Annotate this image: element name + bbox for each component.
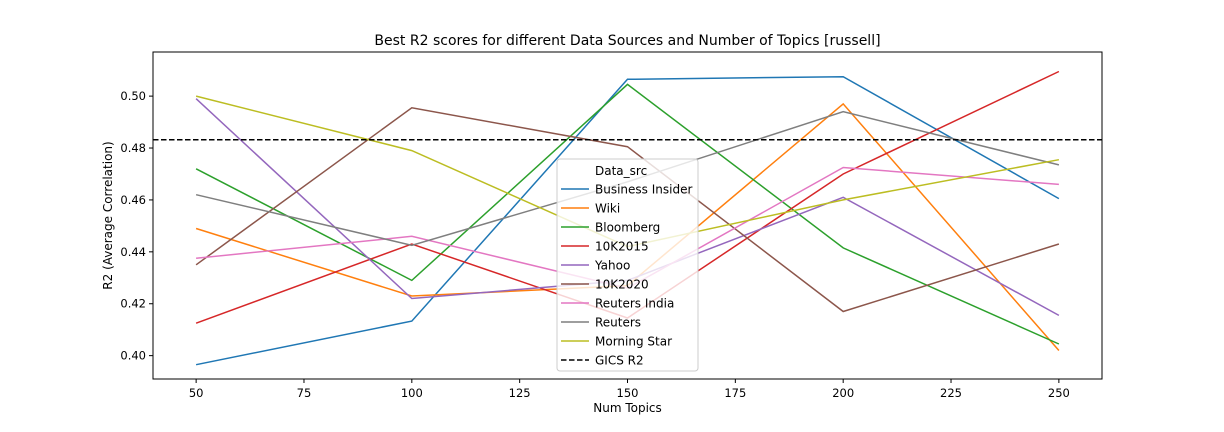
y-tick-label: 0.50: [120, 89, 146, 103]
y-tick-label: 0.44: [120, 245, 146, 259]
y-tick-label: 0.42: [120, 297, 146, 311]
x-tick-label: 50: [189, 386, 204, 400]
legend-label-wiki: Wiki: [595, 202, 620, 216]
x-tick-label: 200: [832, 386, 854, 400]
legend-label-business-insider: Business Insider: [595, 183, 692, 197]
series-line-10k2020: [195, 107, 1060, 313]
x-tick-label: 225: [940, 386, 962, 400]
y-axis-title: R2 (Average Correlation): [101, 141, 115, 289]
y-axis: 0.40 0.42 0.44 0.46 0.48 0.50: [120, 89, 153, 363]
legend-label-10k2020: 10K2020: [595, 278, 649, 292]
x-tick-label: 125: [509, 386, 531, 400]
legend-label-10k2015: 10K2015: [595, 240, 649, 254]
legend-label-yahoo: Yahoo: [594, 259, 630, 273]
x-tick-label: 150: [617, 386, 639, 400]
y-tick-label: 0.46: [120, 193, 146, 207]
legend: Data_src Business Insider Wiki Bloomberg 10K…: [556, 158, 699, 372]
x-axis: 50 75 100 125 150 175 200 225 250: [189, 379, 1070, 400]
y-tick-label: 0.48: [120, 141, 146, 155]
legend-label-reuters: Reuters: [595, 316, 641, 330]
x-tick-label: 175: [724, 386, 746, 400]
legend-label-morning-star: Morning Star: [595, 335, 672, 349]
chart-title: Best R2 scores for different Data Source…: [374, 33, 880, 49]
x-tick-label: 250: [1048, 386, 1070, 400]
x-tick-label: 100: [401, 386, 423, 400]
y-tick-label: 0.40: [120, 349, 146, 363]
x-tick-label: 75: [297, 386, 312, 400]
series-line-business-insider: [195, 75, 1060, 366]
legend-label-gics-r2: GICS R2: [595, 354, 644, 368]
legend-label-bloomberg: Bloomberg: [595, 221, 660, 235]
legend-label-reuters-india: Reuters India: [595, 297, 674, 311]
legend-box: [556, 158, 699, 372]
legend-title: Data_src: [595, 164, 647, 178]
x-axis-title: Num Topics: [593, 401, 662, 415]
